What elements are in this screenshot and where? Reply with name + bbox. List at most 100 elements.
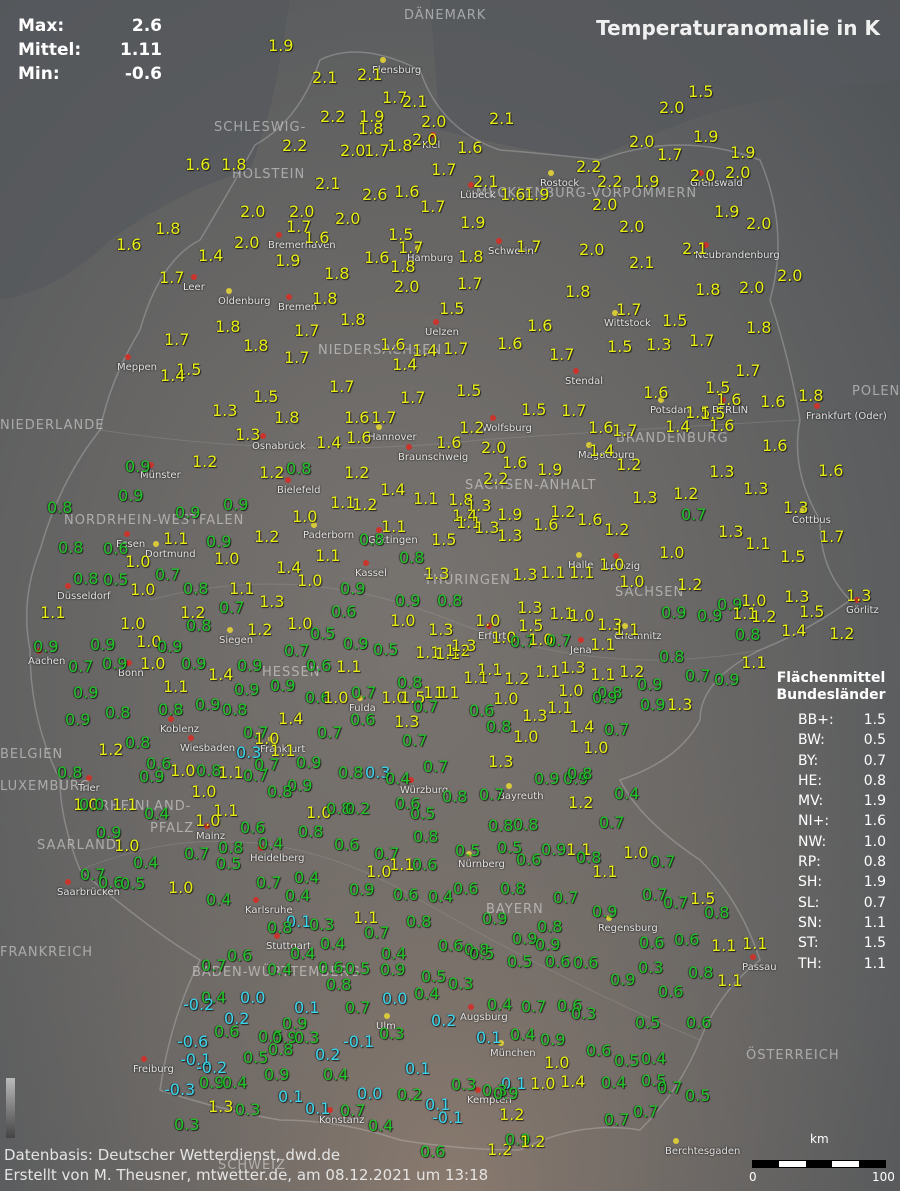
- station-anomaly-value: 1.2: [568, 793, 594, 812]
- station-anomaly-value: 1.1: [270, 741, 296, 760]
- station-anomaly-value: 0.6: [573, 953, 599, 972]
- station-anomaly-value: 0.4: [133, 853, 159, 872]
- station-anomaly-value: 1.3: [208, 1097, 234, 1116]
- legend-value: 1.6: [863, 813, 886, 830]
- city-marker: [327, 1107, 333, 1113]
- station-anomaly-value: 1.0: [544, 1053, 570, 1072]
- region-label: BADEN-WÜRTTEMBERG: [192, 965, 361, 980]
- station-anomaly-value: 1.0: [491, 628, 517, 647]
- region-label: SAARLAND: [37, 838, 117, 853]
- legend-state: NW:: [798, 833, 827, 850]
- city-label: Meppen: [117, 362, 157, 373]
- station-anomaly-value: 0.7: [633, 1102, 659, 1121]
- station-anomaly-value: 1.0: [390, 611, 416, 630]
- city-label: Düsseldorf: [57, 591, 111, 602]
- station-anomaly-value: 1.8: [340, 310, 366, 329]
- station-anomaly-value: 1.0: [214, 549, 240, 568]
- station-anomaly-value: 1.2: [192, 452, 218, 471]
- station-anomaly-value: 1.8: [312, 289, 338, 308]
- station-anomaly-value: 0.8: [488, 816, 514, 835]
- station-anomaly-value: 0.9: [661, 603, 687, 622]
- station-anomaly-value: 1.2: [504, 669, 530, 688]
- station-anomaly-value: 1.1: [614, 620, 640, 639]
- station-anomaly-value: 1.6: [344, 408, 370, 427]
- city-label: Oldenburg: [218, 296, 271, 307]
- city-label: Erfurt: [478, 631, 507, 642]
- color-scale-bar: [6, 1078, 15, 1138]
- station-anomaly-value: 1.4: [198, 246, 224, 265]
- station-anomaly-value: 1.4: [781, 621, 807, 640]
- station-anomaly-value: 0.7: [155, 565, 181, 584]
- station-anomaly-value: 1.3: [709, 462, 735, 481]
- station-anomaly-value: 0.9: [270, 676, 296, 695]
- city-marker: [65, 879, 71, 885]
- station-anomaly-value: 1.3: [259, 592, 285, 611]
- station-anomaly-value: 1.8: [387, 136, 413, 155]
- station-anomaly-value: 1.1: [434, 683, 460, 702]
- station-anomaly-value: 0.2: [397, 1085, 423, 1104]
- station-anomaly-value: 1.1: [218, 763, 244, 782]
- station-anomaly-value: 1.1: [330, 493, 356, 512]
- station-anomaly-value: 0.8: [183, 579, 209, 598]
- station-anomaly-value: 0.4: [267, 960, 293, 979]
- city-marker: [191, 274, 197, 280]
- station-anomaly-value: 1.1: [741, 653, 767, 672]
- city-marker: [204, 823, 210, 829]
- station-anomaly-value: 1.4: [665, 417, 691, 436]
- city-marker: [260, 433, 266, 439]
- station-anomaly-value: 0.7: [243, 766, 269, 785]
- station-anomaly-value: 1.0: [170, 761, 196, 780]
- station-anomaly-value: 1.6: [760, 392, 786, 411]
- station-anomaly-value: 0.9: [175, 503, 201, 522]
- legend-row: BW: 0.5: [770, 730, 892, 750]
- city-marker: [253, 897, 259, 903]
- station-anomaly-value: 0.9: [223, 495, 249, 514]
- station-anomaly-value: 0.0: [382, 989, 408, 1008]
- station-anomaly-value: 0.6: [227, 946, 253, 965]
- station-anomaly-value: 0.5: [635, 1013, 661, 1032]
- station-anomaly-value: 1.6: [304, 228, 330, 247]
- station-anomaly-value: 1.6: [533, 515, 559, 534]
- station-anomaly-value: 1.1: [415, 643, 441, 662]
- station-anomaly-value: 0.8: [57, 763, 83, 782]
- station-anomaly-value: 0.9: [592, 688, 618, 707]
- station-anomaly-value: 1.6: [502, 453, 528, 472]
- station-anomaly-value: 1.7: [612, 421, 638, 440]
- station-anomaly-value: 0.9: [592, 902, 618, 921]
- station-anomaly-value: 2.1: [629, 253, 655, 272]
- region-label: NIEDERSACHSEN: [318, 343, 443, 358]
- city-label: BERLIN: [712, 405, 749, 416]
- station-anomaly-value: 1.1: [742, 934, 768, 953]
- station-anomaly-value: 0.0: [240, 988, 266, 1007]
- station-anomaly-value: 1.1: [477, 660, 503, 679]
- station-anomaly-value: 0.9: [272, 1028, 298, 1047]
- station-anomaly-value: 1.5: [388, 225, 414, 244]
- station-anomaly-value: 0.6: [240, 818, 266, 837]
- station-anomaly-value: 0.3: [236, 743, 262, 762]
- station-anomaly-value: 0.5: [507, 952, 533, 971]
- station-anomaly-value: 0.8: [158, 700, 184, 719]
- station-anomaly-value: 1.2: [247, 620, 273, 639]
- station-anomaly-value: 0.8: [597, 683, 623, 702]
- station-anomaly-value: 1.1: [413, 489, 439, 508]
- station-anomaly-value: 0.6: [658, 982, 684, 1001]
- city-label: München: [490, 1048, 536, 1059]
- legend-state: SL:: [798, 894, 820, 911]
- station-anomaly-value: 0.9: [563, 769, 589, 788]
- station-anomaly-value: 0.9: [349, 880, 375, 899]
- station-anomaly-value: 0.7: [604, 1110, 630, 1129]
- city-label: Hamburg: [407, 253, 454, 264]
- station-anomaly-value: 0.7: [413, 697, 439, 716]
- station-anomaly-value: 1.0: [140, 654, 166, 673]
- region-label: HOLSTEIN: [232, 167, 306, 182]
- station-anomaly-value: 0.7: [650, 852, 676, 871]
- station-anomaly-value: 0.4: [320, 934, 346, 953]
- station-anomaly-value: 1.3: [522, 706, 548, 725]
- station-anomaly-value: 0.8: [338, 763, 364, 782]
- city-marker: [124, 531, 130, 537]
- city-marker: [380, 57, 386, 63]
- station-anomaly-value: 1.2: [673, 484, 699, 503]
- station-anomaly-value: 2.0: [234, 233, 260, 252]
- legend-value: 1.9: [863, 793, 886, 810]
- city-label: Stendal: [565, 376, 604, 387]
